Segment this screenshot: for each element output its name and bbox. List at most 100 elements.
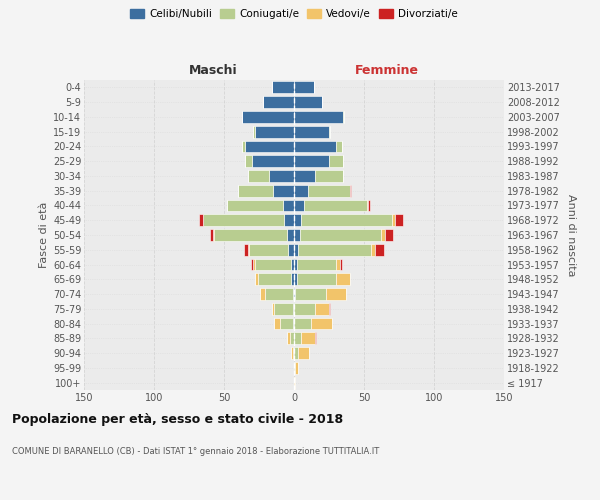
Bar [213, 229, 214, 241]
Bar [274, 303, 293, 314]
Bar [265, 288, 293, 300]
Bar [336, 274, 350, 285]
Bar [329, 303, 331, 314]
Bar [257, 274, 291, 285]
Bar [329, 156, 343, 167]
Bar [269, 170, 294, 182]
Bar [294, 244, 298, 256]
Bar [343, 111, 344, 123]
Bar [287, 332, 290, 344]
Bar [273, 185, 294, 196]
Bar [255, 126, 294, 138]
Bar [244, 244, 248, 256]
Bar [289, 244, 294, 256]
Bar [260, 288, 265, 300]
Bar [326, 288, 346, 300]
Bar [263, 96, 294, 108]
Bar [299, 229, 381, 241]
Bar [293, 303, 294, 314]
Bar [298, 244, 371, 256]
Bar [294, 111, 343, 123]
Bar [294, 200, 304, 211]
Bar [252, 156, 294, 167]
Y-axis label: Anni di nascita: Anni di nascita [566, 194, 577, 276]
Bar [203, 214, 284, 226]
Bar [375, 244, 383, 256]
Bar [248, 244, 249, 256]
Text: COMUNE DI BARANELLO (CB) - Dati ISTAT 1° gennaio 2018 - Elaborazione TUTTITALIA.: COMUNE DI BARANELLO (CB) - Dati ISTAT 1°… [12, 448, 379, 456]
Bar [280, 318, 293, 330]
Bar [298, 347, 310, 359]
Bar [368, 200, 370, 211]
Bar [290, 332, 294, 344]
Bar [294, 303, 315, 314]
Bar [245, 140, 294, 152]
Bar [245, 156, 252, 167]
Bar [308, 185, 350, 196]
Bar [294, 274, 297, 285]
Bar [294, 156, 329, 167]
Bar [294, 376, 295, 388]
Bar [315, 303, 329, 314]
Bar [301, 214, 392, 226]
Bar [272, 82, 294, 94]
Bar [294, 258, 297, 270]
Bar [295, 362, 298, 374]
Bar [291, 347, 293, 359]
Bar [367, 200, 368, 211]
Bar [294, 96, 322, 108]
Bar [385, 229, 394, 241]
Bar [255, 274, 257, 285]
Bar [315, 170, 343, 182]
Bar [284, 214, 294, 226]
Bar [294, 332, 301, 344]
Bar [395, 214, 403, 226]
Bar [294, 185, 308, 196]
Bar [297, 274, 336, 285]
Bar [294, 347, 298, 359]
Bar [311, 318, 332, 330]
Bar [371, 244, 375, 256]
Bar [242, 111, 294, 123]
Bar [274, 318, 280, 330]
Bar [242, 140, 245, 152]
Bar [336, 140, 341, 152]
Bar [227, 200, 283, 211]
Bar [249, 244, 289, 256]
Bar [294, 362, 295, 374]
Bar [272, 303, 274, 314]
Bar [392, 214, 395, 226]
Bar [199, 214, 203, 226]
Bar [340, 258, 341, 270]
Bar [287, 229, 294, 241]
Bar [315, 332, 316, 344]
Text: Popolazione per età, sesso e stato civile - 2018: Popolazione per età, sesso e stato civil… [12, 412, 343, 426]
Bar [294, 170, 315, 182]
Bar [293, 288, 294, 300]
Bar [293, 347, 294, 359]
Bar [210, 229, 213, 241]
Bar [295, 288, 326, 300]
Bar [350, 185, 352, 196]
Bar [294, 229, 299, 241]
Bar [253, 126, 255, 138]
Bar [291, 258, 294, 270]
Bar [251, 258, 253, 270]
Bar [293, 318, 294, 330]
Bar [336, 258, 340, 270]
Y-axis label: Fasce di età: Fasce di età [38, 202, 49, 268]
Bar [214, 229, 287, 241]
Bar [381, 229, 385, 241]
Bar [294, 288, 295, 300]
Bar [294, 214, 301, 226]
Bar [253, 258, 255, 270]
Bar [291, 274, 294, 285]
Bar [294, 140, 336, 152]
Bar [294, 126, 329, 138]
Bar [304, 200, 367, 211]
Text: Femmine: Femmine [355, 64, 419, 78]
Bar [329, 126, 331, 138]
Bar [255, 258, 291, 270]
Bar [297, 258, 336, 270]
Bar [238, 185, 273, 196]
